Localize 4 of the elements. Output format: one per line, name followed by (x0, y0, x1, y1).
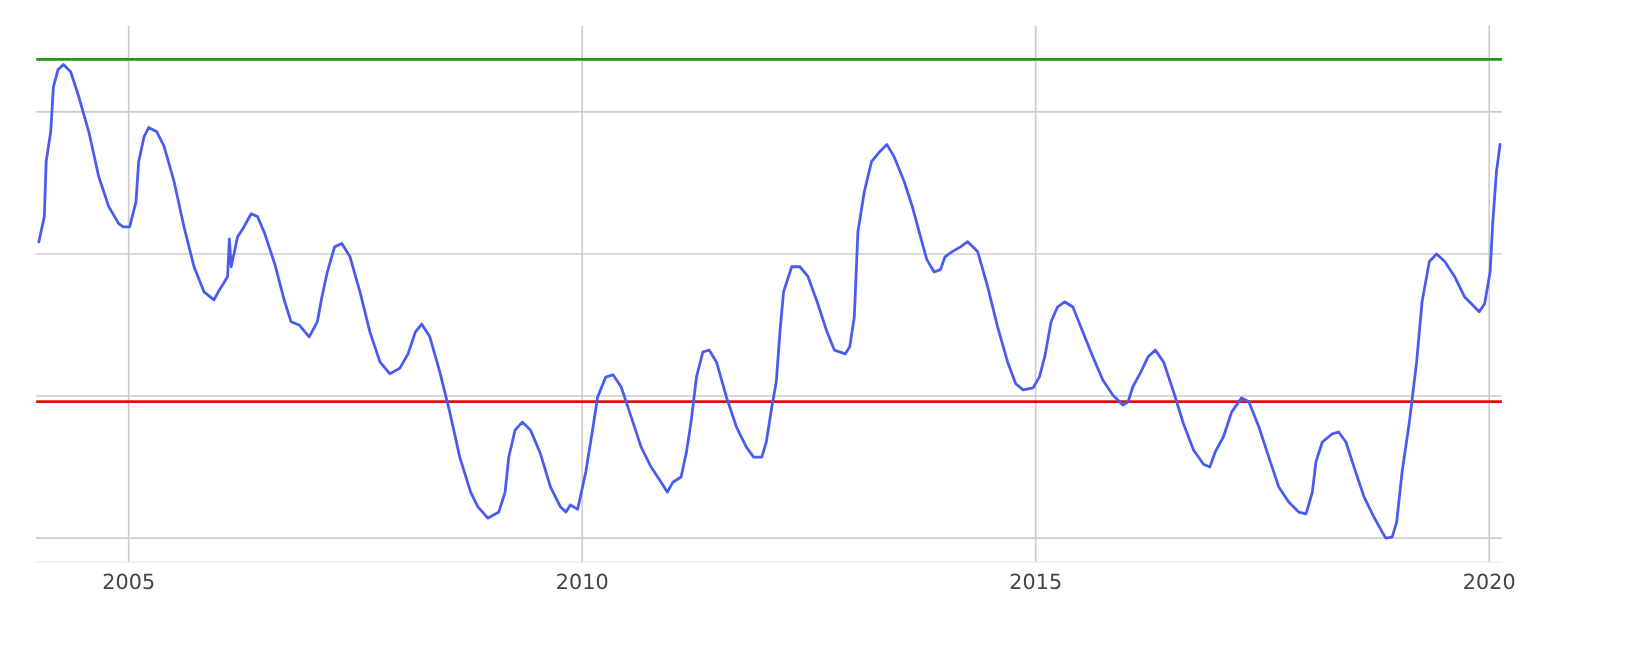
x-tick-label: 2020 (1464, 573, 1515, 590)
x-tick-label: 2005 (103, 573, 154, 590)
x-tick-label: 2015 (1010, 573, 1061, 590)
x-tick-label: 2010 (557, 573, 608, 590)
